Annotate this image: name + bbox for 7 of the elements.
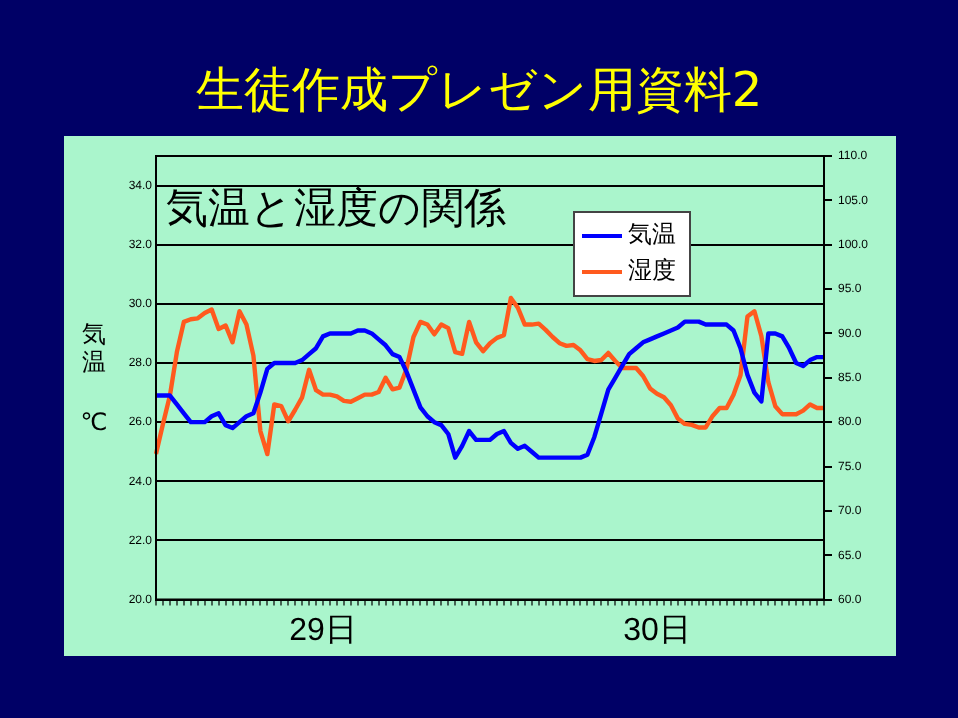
- text: 気温と湿度の関係: [166, 183, 506, 232]
- x-tick-label: 29日: [289, 613, 357, 648]
- legend-label: 気温: [628, 220, 676, 249]
- chart-title: 生徒作成プレゼン用資料2: [193, 60, 765, 120]
- x-tick-label: 30日: [623, 613, 691, 648]
- legend-label: 湿度: [628, 256, 676, 285]
- text: 気温℃: [80, 320, 108, 436]
